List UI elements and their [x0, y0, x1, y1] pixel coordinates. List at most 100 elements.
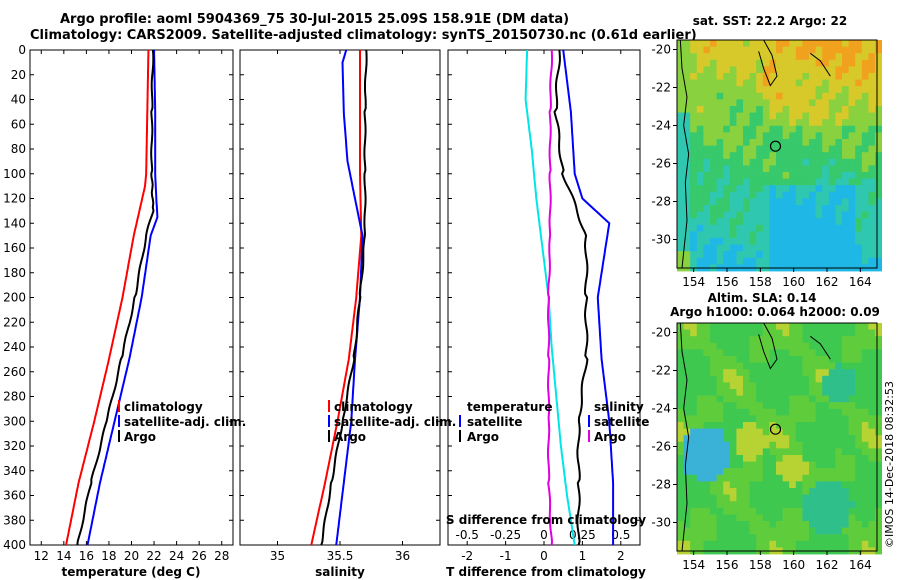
map-cell [769, 125, 777, 133]
map-cell [756, 501, 764, 509]
map-cell [822, 205, 830, 212]
map-cell [762, 342, 770, 350]
map-cell [703, 501, 711, 509]
map-cell [762, 501, 770, 509]
map-cell [782, 481, 790, 489]
map-cell [782, 218, 790, 226]
map-cell [795, 389, 803, 396]
map-cell [683, 106, 691, 113]
map-cell [736, 356, 744, 363]
map-cell [848, 158, 856, 166]
map-cell [861, 86, 869, 94]
map-cell [736, 191, 744, 199]
map-cell [716, 139, 724, 146]
map-cell [842, 336, 849, 344]
map-cell [855, 356, 863, 363]
map-cell [716, 435, 724, 443]
map-cell [875, 389, 882, 396]
imos-watermark: ©IMOS 14-Dec-2018 08:32:53 [883, 381, 896, 548]
map-cell [769, 158, 777, 166]
map-cell [677, 514, 684, 522]
map-cell [703, 73, 711, 80]
map-cell [822, 389, 830, 396]
map-cell [736, 488, 744, 495]
map-cell [776, 382, 783, 390]
map-cell [809, 435, 816, 443]
map-cell [743, 139, 750, 146]
map-cell [868, 251, 876, 259]
map-cell [848, 145, 856, 153]
map-cell [789, 521, 797, 528]
map-cell [868, 198, 876, 206]
map-cell [723, 349, 731, 357]
map-cell [716, 66, 724, 74]
map-cell [875, 59, 882, 67]
map-cell [822, 191, 830, 199]
map-cell [716, 455, 724, 462]
map-cell [756, 534, 764, 542]
temperature-tick-label: 20 [124, 549, 139, 563]
map-cell [855, 382, 863, 390]
map-cell [802, 244, 810, 252]
map-cell [683, 125, 691, 133]
depth-tick-label: 120 [3, 192, 26, 206]
reef-outline [758, 322, 778, 370]
map-cell [776, 224, 783, 232]
map-cell [835, 191, 843, 199]
map-cell [828, 455, 836, 462]
map-cell [802, 66, 810, 74]
map-cell [875, 40, 882, 47]
map-cell [683, 323, 691, 330]
map-cell [776, 231, 783, 239]
map-cell [690, 488, 698, 495]
map-cell [756, 165, 764, 173]
map-cell [822, 152, 830, 160]
map-cell [696, 59, 704, 67]
map-cell [690, 375, 698, 383]
map-cell [677, 251, 684, 259]
map-cell [861, 211, 869, 219]
map-cell [736, 375, 744, 383]
map-cell [743, 257, 750, 265]
map-cell [776, 349, 783, 357]
map-cell [835, 46, 843, 54]
map-cell [716, 448, 724, 456]
map-cell [789, 112, 797, 120]
map-cell [782, 53, 790, 61]
map-cell [749, 178, 757, 186]
map-cell [769, 172, 777, 179]
map-cell [729, 481, 737, 489]
map-cell [762, 455, 770, 462]
map-cell [749, 369, 757, 377]
map-cell [729, 389, 737, 396]
map-cell [828, 474, 836, 482]
map-cell [802, 165, 810, 173]
map-cell [795, 257, 803, 265]
map-cell [749, 408, 757, 416]
map-cell [868, 369, 876, 377]
map-cell [762, 66, 770, 74]
map-cell [809, 132, 816, 140]
map-cell [861, 474, 869, 482]
map-cell [743, 402, 750, 410]
map-cell [743, 448, 750, 456]
map-cell [815, 408, 823, 416]
map-cell [736, 501, 744, 509]
map-cell [756, 251, 764, 259]
map-cell [710, 415, 717, 423]
map-cell [776, 119, 783, 127]
map-cell [749, 540, 757, 548]
map-cell [848, 198, 856, 206]
map-cell [736, 441, 744, 449]
map-cell [736, 435, 744, 443]
map-cell [749, 507, 757, 515]
map-cell [677, 139, 684, 146]
map-cell [828, 132, 836, 140]
map-cell [789, 507, 797, 515]
map-cell [690, 40, 698, 47]
map-cell [861, 329, 869, 337]
map-cell [815, 534, 823, 542]
map-cell [769, 488, 777, 495]
map-cell [703, 448, 711, 456]
map-cell [703, 389, 711, 396]
